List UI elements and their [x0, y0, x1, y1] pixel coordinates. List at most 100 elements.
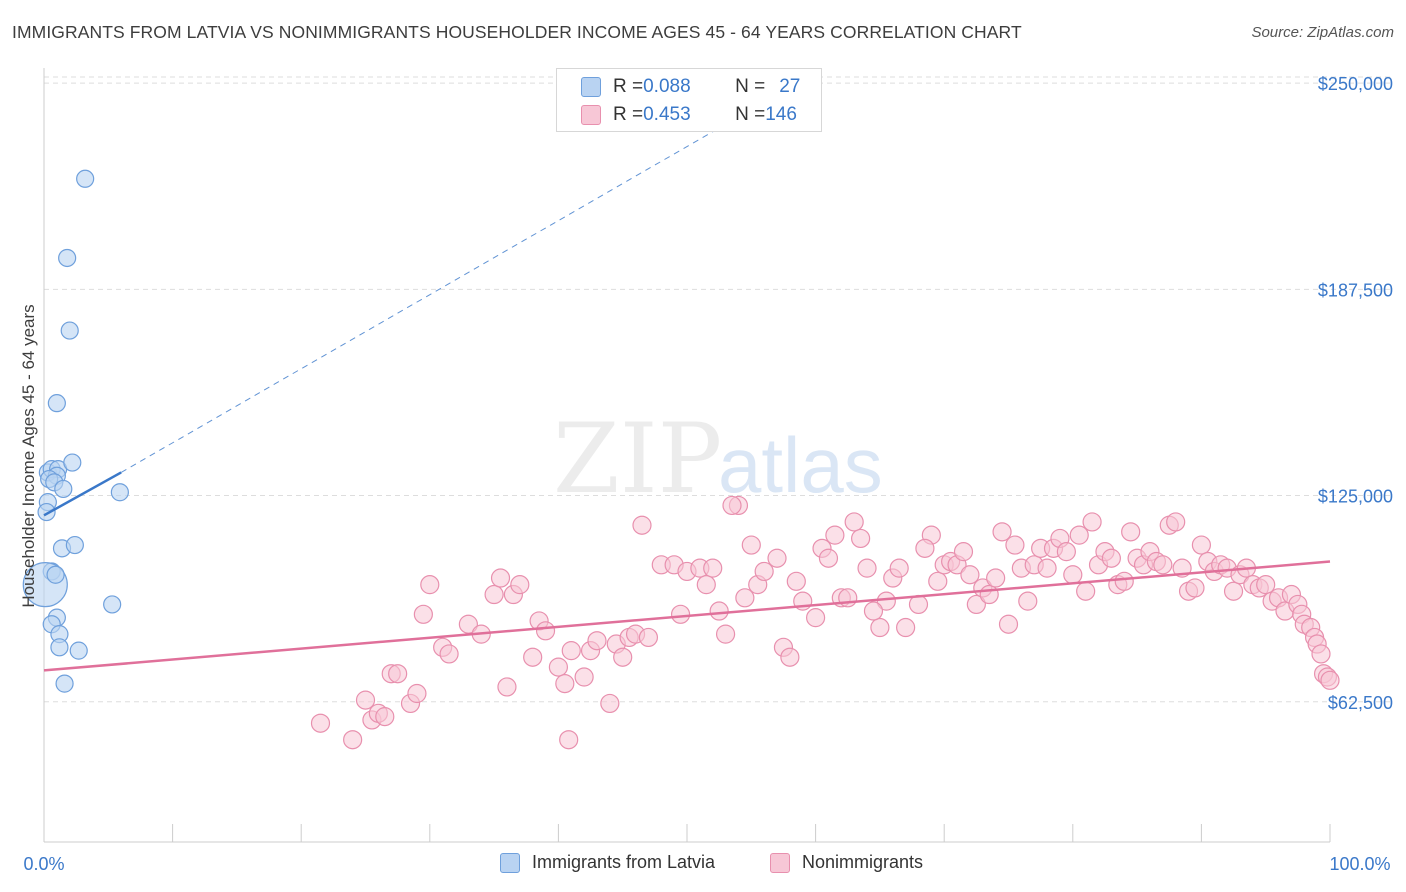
legend-r-value: 0.088: [643, 76, 691, 97]
latvia-point: [110, 483, 129, 502]
legend-n-value: 146: [765, 104, 797, 125]
nonimmigrant-point: [600, 693, 620, 714]
nonimmigrant-point: [407, 683, 427, 704]
nonimmigrant-point: [851, 528, 871, 549]
watermark-zip: ZIP: [553, 403, 722, 515]
nonimmigrant-point: [966, 594, 986, 615]
nonimmigrant-point: [497, 677, 517, 697]
nonimmigrant-point: [1223, 581, 1244, 601]
nonimmigrant-point: [413, 604, 433, 624]
watermark-atlas: atlas: [718, 421, 883, 509]
nonimmigrant-point: [998, 614, 1019, 634]
nonimmigrant-point: [1256, 575, 1276, 595]
watermark: ZIP atlas: [553, 403, 883, 515]
legend-swatch-blue: [581, 77, 601, 97]
legend-row-nonimmigrants: R = 0.453 N = 146: [557, 101, 797, 129]
nonimmigrant-point: [1121, 522, 1141, 542]
legend-r-value: 0.453: [643, 104, 691, 125]
latvia-point: [63, 453, 82, 472]
nonimmigrant-point: [1114, 571, 1134, 591]
nonimmigrant-point: [767, 548, 787, 568]
series-legend: Immigrants from Latvia Nonimmigrants: [0, 852, 1406, 880]
nonimmigrant-point: [555, 674, 575, 694]
legend-r-label: R =: [613, 76, 644, 97]
y-tick-labels: $62,500 $125,000 $187,500 $250,000: [1318, 74, 1393, 713]
nonimmigrant-point: [343, 730, 363, 750]
nonimmigrant-point: [754, 561, 774, 582]
nonimmigrant-point: [458, 614, 478, 634]
x-tick-label: 100.0%: [1329, 854, 1390, 874]
nonimmigrant-point: [818, 548, 839, 568]
nonimmigrant-point: [715, 624, 736, 644]
legend-item-nonimmigrants[interactable]: Nonimmigrants: [770, 852, 923, 873]
latvia-point: [37, 502, 56, 522]
nonimmigrant-point: [1185, 578, 1205, 598]
y-tick-label: $187,500: [1318, 280, 1393, 300]
nonimmigrant-point: [388, 664, 408, 684]
nonimmigrant-point: [535, 621, 556, 641]
nonimmigrant-point: [960, 565, 980, 585]
latvia-point: [65, 535, 84, 555]
legend-n-value: 27: [779, 76, 801, 97]
nonimmigrants-series: [310, 495, 1340, 750]
nonimmigrant-point: [548, 657, 569, 677]
nonimmigrant-point: [310, 713, 331, 733]
nonimmigrant-point: [735, 588, 755, 608]
latvia-point: [46, 565, 65, 584]
nonimmigrant-point: [876, 591, 896, 611]
nonimmigrant-point: [741, 535, 761, 555]
nonimmigrant-point: [992, 522, 1012, 542]
legend-label: Nonimmigrants: [802, 852, 924, 872]
nonimmigrant-point: [1056, 542, 1076, 562]
nonimmigrant-point: [1082, 512, 1102, 532]
nonimmigrant-point: [1069, 525, 1089, 545]
nonimmigrant-point: [986, 568, 1006, 588]
legend-n-label: N =: [735, 104, 766, 125]
latvia-trend-line: [43, 471, 122, 517]
nonimmigrant-point: [709, 601, 729, 621]
trend-lines: [43, 109, 1331, 672]
stats-legend: R = 0.088 N = 27 R = 0.453 N = 146: [556, 68, 822, 132]
nonimmigrant-point: [857, 558, 877, 578]
nonimmigrant-point: [1063, 565, 1083, 585]
latvia-point: [60, 321, 79, 340]
nonimmigrant-point: [420, 575, 440, 595]
nonimmigrant-point: [1191, 535, 1212, 555]
legend-item-latvia[interactable]: Immigrants from Latvia: [500, 852, 715, 873]
nonimmigrant-point: [1101, 548, 1121, 568]
legend-swatch-pink: [770, 852, 790, 873]
latvia-trend-extension: [120, 109, 752, 473]
y-axis-label: Householder Income Ages 45 - 64 years: [19, 304, 38, 607]
nonimmigrant-point: [1005, 535, 1025, 555]
nonimmigrant-point: [889, 558, 909, 578]
nonimmigrant-point: [439, 644, 459, 664]
latvia-point: [55, 674, 74, 693]
nonimmigrant-point: [510, 575, 530, 595]
nonimmigrant-point: [355, 690, 376, 710]
nonimmigrant-point: [559, 730, 579, 750]
nonimmigrant-point: [844, 512, 864, 532]
nonimmigrant-point: [896, 617, 916, 638]
nonimmigrant-point: [670, 604, 691, 624]
nonimmigrant-point: [523, 647, 543, 667]
nonimmigrant-point: [375, 707, 395, 727]
latvia-point: [69, 641, 88, 660]
nonimmigrant-point: [1320, 670, 1340, 690]
nonimmigrant-point: [805, 608, 826, 628]
nonimmigrant-point: [613, 647, 633, 667]
legend-r-label: R =: [613, 104, 644, 125]
nonimmigrant-point: [1076, 581, 1096, 601]
nonimmigrant-point: [587, 631, 607, 651]
nonimmigrant-point: [780, 647, 800, 667]
legend-n-label: N =: [735, 76, 766, 97]
latvia-point: [58, 248, 77, 268]
nonimmigrant-point: [722, 495, 742, 516]
chart-title: IMMIGRANTS FROM LATVIA VS NONIMMIGRANTS …: [12, 22, 1022, 42]
nonimmigrant-point: [561, 641, 581, 661]
nonimmigrant-point: [979, 584, 999, 605]
nonimmigrant-point: [632, 515, 652, 535]
nonimmigrant-point: [863, 601, 884, 621]
latvia-point: [103, 595, 122, 614]
latvia-point: [47, 394, 66, 413]
